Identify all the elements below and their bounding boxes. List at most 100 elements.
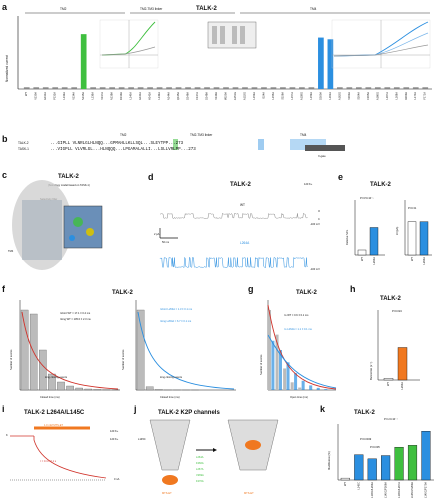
bar-S156A: [280, 87, 286, 89]
xtick-H142A: H142A: [148, 92, 152, 100]
b-xgate-box: [305, 145, 345, 151]
channel-closed-cartoon: [149, 419, 191, 471]
f-bin-0-140: [84, 388, 93, 391]
panel-c: c TALK-2 (homology model based on TASK-1…: [2, 170, 103, 270]
xtick-N138A: N138A: [110, 92, 114, 100]
k-xtick-WT: WT: [343, 482, 347, 486]
g-bin-L264A-5: [309, 385, 313, 390]
f-bin-0-40: [39, 349, 47, 391]
f-note-wt: long closing events: [45, 375, 68, 379]
panel-e-ylabel-right: iO (pA): [395, 227, 399, 235]
panel-j-mut-2: L267A: [196, 467, 204, 471]
panel-c-label-tm4: TM4: [8, 249, 14, 253]
k-bar-WT: [340, 477, 350, 481]
f-bin-1-20: [145, 386, 154, 391]
b-row2-name: TASK-1: [18, 147, 29, 151]
bar-L140A: [128, 87, 134, 89]
panel-a-bars: [23, 34, 429, 89]
scale-current: 2 pA: [154, 232, 160, 236]
bar-WT: [23, 87, 30, 89]
protein-zoom-inset: [63, 205, 103, 249]
h-bar-WT: [383, 378, 394, 381]
panel-g: g TALK-2 Number of events Open time (ms)…: [248, 284, 337, 399]
panel-k-ylabel: Modification (%): [327, 451, 331, 470]
f-bin-0-160: [93, 389, 102, 391]
xtick-L167A: L167A: [385, 92, 389, 100]
xtick-WT: WT: [24, 92, 28, 96]
bar-L161A: [327, 39, 334, 89]
b-highlight-blue-1: [258, 139, 264, 150]
panel-label-j: j: [133, 404, 137, 414]
panel-j-mut-1: F266A: [196, 461, 204, 465]
f-tau-short-l264a: τshort L264A = 1.3 ± 0.1 ms: [160, 307, 193, 311]
panel-e: e TALK-2 Relative NPo iO (pA) P=3.5×10⁻⁵…: [338, 172, 432, 265]
scale-time: 50 ms: [162, 240, 170, 244]
bar-P132A: [52, 87, 59, 89]
bar-S164A: [355, 87, 362, 89]
panel-label-i: i: [2, 404, 5, 414]
bar-R139A: [118, 87, 125, 89]
xtick-M150A: M150A: [223, 92, 227, 100]
xtick-F147A: F147A: [195, 92, 199, 100]
xtick-N135A: N135A: [81, 92, 85, 100]
g-fit-wt: [267, 304, 337, 390]
panel-f-title: TALK-2: [112, 290, 134, 296]
k-xtick-L145C/F266A: L145C/F266A: [383, 482, 387, 498]
bar-G146A: [185, 87, 191, 89]
g-bin-WT-3: [290, 382, 294, 390]
f-bin-0-120: [75, 387, 83, 391]
bar-L133A: [61, 87, 68, 89]
k-xtick-L145C: L145C: [356, 482, 360, 490]
g-bin-L264A-2: [286, 362, 290, 390]
xtick-L153A: L153A: [252, 92, 256, 100]
xtick-L168A: L168A: [394, 92, 398, 100]
bar-N138A: [109, 87, 115, 89]
panel-i-tau: τ = 0.4 ± 0.1 s: [40, 459, 57, 463]
xtick-A162G: A162G: [337, 92, 341, 100]
panel-i-mts: 1.0 mM MTS-ET: [44, 423, 63, 427]
bar-A166G: [374, 87, 381, 89]
panel-j-mut-0: L264A: [196, 455, 204, 459]
panel-k-sig-top: P=1.6×10⁻⁴: [384, 417, 398, 421]
panel-label-h: h: [350, 284, 356, 294]
mts-blob-right: [245, 440, 261, 450]
panel-f-xlabel-2: Closed time (ms): [160, 395, 180, 399]
k-bar-L145C/V269A: [407, 445, 418, 481]
h-xtick-L264A: L264A: [400, 382, 404, 390]
panel-k-title: TALK-2: [354, 410, 376, 416]
f-bin-0-0: [20, 309, 29, 391]
k-bar-L145C/F266A: [381, 455, 391, 481]
xtick-I154A: I154A: [261, 92, 265, 99]
panel-i-ion-in: 120 K+: [110, 437, 119, 441]
g-fit-l264a: [267, 334, 337, 389]
bar-F165A: [365, 87, 372, 89]
panel-i-title: TALK-2 L264A/L145C: [24, 410, 85, 416]
e-bar-1-WT: [407, 221, 417, 256]
panel-d-mv2: -100 mV: [310, 267, 320, 271]
g-bin-L264A-4: [301, 380, 305, 390]
g-bin-L264A-6: [316, 387, 320, 390]
g-bin-WT-5: [305, 389, 309, 390]
xtick-A158G: A158G: [299, 92, 303, 100]
trace-l264a: [159, 256, 308, 269]
bar-A152G: [242, 87, 248, 89]
g-bin-L264A-3: [294, 373, 298, 390]
panel-e-ylabel-left: Relative NPo: [345, 229, 349, 245]
xtick-L155A: L155A: [271, 92, 275, 100]
panel-d-mv1: -100 mV: [310, 222, 320, 226]
panel-d: d TALK-2 120 K+ WT -100 mV 2 pA 50 ms L2…: [148, 172, 320, 271]
xtick-G148A: G148A: [204, 92, 208, 100]
bar-F147A: [194, 87, 201, 89]
panel-k-sig-low: P=0.035: [370, 445, 380, 449]
k-xtick-L145C/L267A: L145C/L267A: [397, 482, 401, 498]
bar-A162G: [337, 87, 343, 89]
bar-V134A: [71, 87, 78, 89]
panel-label-d: d: [148, 172, 154, 182]
bar-L153A: [251, 87, 258, 89]
panel-g-ylabel: Number of events: [259, 354, 263, 375]
k-bar-L145C: [354, 454, 364, 481]
panel-label-f: f: [2, 284, 6, 294]
xtick-V163A: V163A: [347, 92, 351, 100]
bar-L143A: [156, 87, 163, 89]
k-xtick-L145C/V269A: L145C/V269A: [410, 482, 414, 498]
